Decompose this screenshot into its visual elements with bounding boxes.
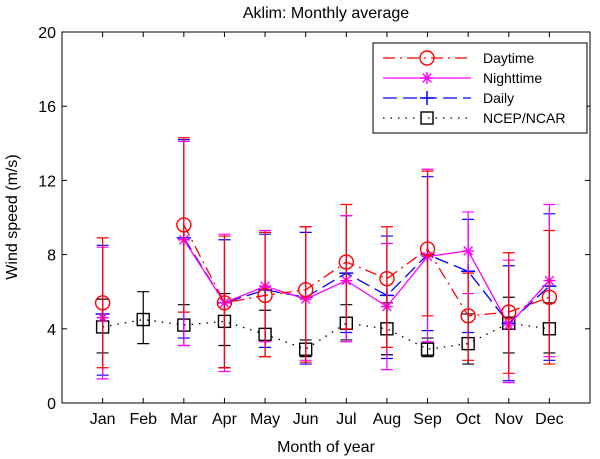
error-bar (380, 226, 393, 348)
x-axis-title: Month of year (277, 439, 376, 456)
chart-title: Aklim: Monthly average (243, 5, 409, 22)
data-point (338, 254, 355, 270)
x-tick-label: Dec (535, 411, 563, 428)
error-bar (96, 237, 109, 369)
series-line (183, 237, 550, 325)
legend: Daytime Nighttime Daily NCEP/NCAR (372, 42, 588, 134)
x-tick-label: Mar (170, 411, 198, 428)
error-bar (259, 231, 272, 358)
data-point (541, 289, 558, 305)
y-tick-label: 0 (47, 396, 56, 413)
x-tick-label: Feb (129, 411, 157, 428)
y-tick-label: 8 (47, 248, 56, 265)
plot-area: 0 4 8 12 16 20 Jan Feb Mar Apr May Jun Jul Aug Sep Oct N… (38, 25, 591, 428)
data-point (257, 287, 273, 304)
legend-marker (419, 50, 435, 66)
y-tick-label: 20 (38, 25, 56, 42)
data-point (462, 244, 475, 257)
data-point (297, 282, 314, 298)
y-tick-label: 12 (38, 173, 56, 190)
legend-marker (420, 111, 434, 125)
legend-marker (421, 72, 433, 84)
error-bar (177, 137, 190, 313)
error-bar (502, 252, 515, 374)
data-point (501, 304, 517, 320)
x-tick-label: Jun (293, 411, 319, 428)
error-bar (340, 203, 353, 330)
legend-label: Daytime (483, 50, 535, 66)
x-tick-label: Jan (90, 411, 116, 428)
legend-marker (420, 91, 434, 105)
error-bar (421, 170, 434, 317)
x-tick-label: Jul (336, 411, 356, 428)
series-line (183, 239, 550, 327)
series-line (102, 318, 550, 350)
error-bar (543, 229, 556, 365)
data-point (420, 342, 435, 356)
plot-frame (61, 31, 591, 404)
y-tick-label: 4 (47, 322, 56, 339)
x-tick-label: Nov (495, 411, 523, 428)
data-point (379, 271, 395, 287)
x-tick-label: Sep (413, 411, 442, 428)
data-point (460, 308, 476, 324)
x-tick-label: Apr (212, 411, 238, 428)
y-tick-label: 16 (38, 99, 56, 116)
data-point (176, 217, 192, 233)
y-axis-title: Wind speed (m/s) (4, 154, 21, 279)
error-bar (137, 291, 150, 345)
data-point (94, 295, 111, 311)
legend-label: NCEP/NCAR (483, 110, 565, 126)
error-bar (218, 235, 231, 369)
x-tick-label: May (250, 411, 280, 428)
data-point (136, 312, 150, 327)
data-point (216, 295, 233, 311)
legend-label: Daily (483, 90, 514, 106)
series-daytime (94, 137, 558, 374)
series-line (183, 224, 550, 317)
x-tick-label: Aug (373, 411, 401, 428)
error-bar (462, 272, 475, 361)
x-tick-label: Oct (456, 411, 481, 428)
data-point (419, 241, 436, 257)
error-bar (299, 226, 312, 363)
legend-label: Nighttime (483, 70, 542, 86)
